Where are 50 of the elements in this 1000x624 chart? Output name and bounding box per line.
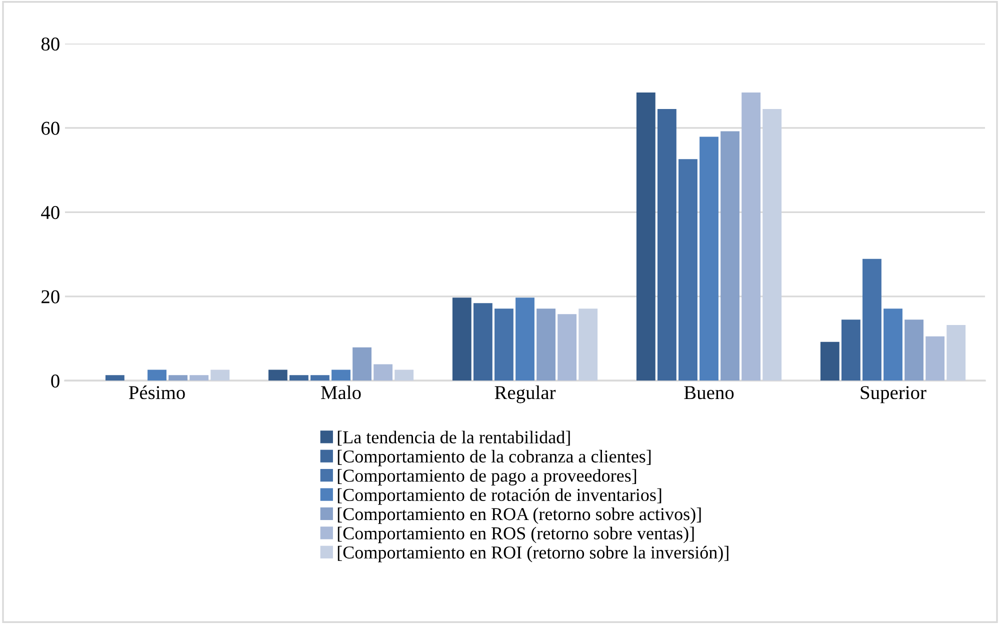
- bar: [636, 92, 656, 381]
- bar: [678, 159, 698, 381]
- bar: [310, 375, 330, 381]
- y-tick-label: 40: [41, 206, 60, 220]
- x-tick-label: Regular: [494, 386, 556, 404]
- bar: [210, 370, 230, 381]
- bar: [657, 108, 676, 381]
- bar: [884, 308, 902, 381]
- bar: [742, 92, 761, 381]
- bar: [268, 370, 288, 381]
- bar: [862, 258, 882, 381]
- x-tick-label: Pésimo: [128, 385, 185, 400]
- bar: [452, 298, 472, 381]
- y-tick-label: 0: [51, 374, 60, 388]
- bar: [946, 325, 966, 381]
- bar: [148, 370, 166, 381]
- bar: [558, 314, 577, 381]
- bar: [536, 308, 556, 381]
- bar: [168, 375, 188, 381]
- y-tick-label: 60: [42, 122, 60, 135]
- bar: [904, 320, 924, 381]
- y-tick-label: 20: [42, 290, 60, 304]
- bar: [762, 108, 782, 381]
- bar: [394, 370, 414, 381]
- y-tick-label: 80: [41, 37, 60, 51]
- bar: [374, 364, 393, 381]
- legend-label: [Comportamiento en ROA (retorno sobre activos)]: [338, 508, 701, 524]
- legend-label: [Comportamiento en ROS (retorno sobre ventas)]: [338, 526, 694, 544]
- bar: [700, 136, 718, 381]
- bar: [105, 375, 124, 381]
- x-tick-label: Malo: [321, 386, 361, 400]
- legend-label: [La tendencia de la rentabilidad]: [338, 430, 570, 446]
- bar: [473, 303, 492, 381]
- bar: [516, 298, 534, 381]
- bar: [720, 131, 740, 381]
- legend-label: [Comportamiento en ROI (retorno sobre la inversión)]: [338, 546, 728, 562]
- bar: [332, 370, 350, 381]
- legend-label: [Comportamiento de pago a proveedores]: [338, 469, 636, 486]
- legend-label: [Comportamiento de rotación de inventarios]: [338, 488, 662, 505]
- bar: [926, 336, 945, 381]
- bar: [352, 347, 372, 381]
- bar: [820, 342, 840, 381]
- bar: [578, 308, 598, 381]
- x-tick-label: Bueno: [684, 386, 734, 400]
- bar: [841, 320, 860, 381]
- bar: [494, 308, 514, 381]
- legend-label: [Comportamiento de la cobranza a clientes]: [338, 450, 651, 466]
- x-tick-label: Superior: [860, 386, 926, 404]
- bar: [289, 375, 308, 381]
- bar: [190, 375, 209, 381]
